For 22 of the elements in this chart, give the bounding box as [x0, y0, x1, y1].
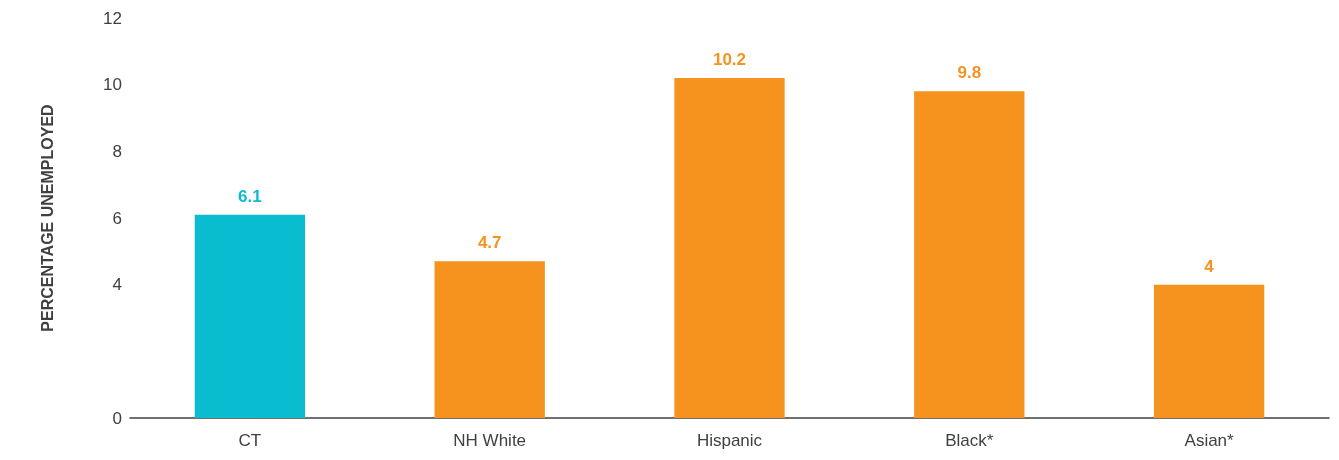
- data-label: 10.2: [712, 50, 747, 69]
- x-tick-label: CT: [238, 431, 262, 450]
- y-tick-label: 10: [103, 75, 122, 95]
- y-tick-label: 6: [112, 208, 122, 228]
- bar: [434, 261, 545, 418]
- y-tick-label: 4: [112, 275, 122, 295]
- bar: [1153, 284, 1265, 418]
- bar: [914, 91, 1025, 418]
- x-tick-label: Hispanic: [696, 431, 763, 450]
- x-tick-label: NH White: [453, 431, 527, 450]
- y-tick-label: 8: [112, 141, 122, 161]
- data-label: 9.8: [957, 63, 982, 83]
- y-tick-label: 0: [112, 408, 122, 428]
- bar: [674, 78, 785, 418]
- data-label: 4.7: [477, 233, 502, 253]
- x-tick-label: Asian*: [1184, 431, 1235, 450]
- y-tick-label: 12: [103, 8, 122, 28]
- bar: [194, 214, 306, 418]
- x-tick-label: Black*: [945, 431, 994, 450]
- y-axis-title: PERCENTAGE UNEMPLOYED: [38, 104, 56, 332]
- data-label: 4: [1204, 256, 1215, 276]
- data-label: 6.1: [238, 186, 262, 206]
